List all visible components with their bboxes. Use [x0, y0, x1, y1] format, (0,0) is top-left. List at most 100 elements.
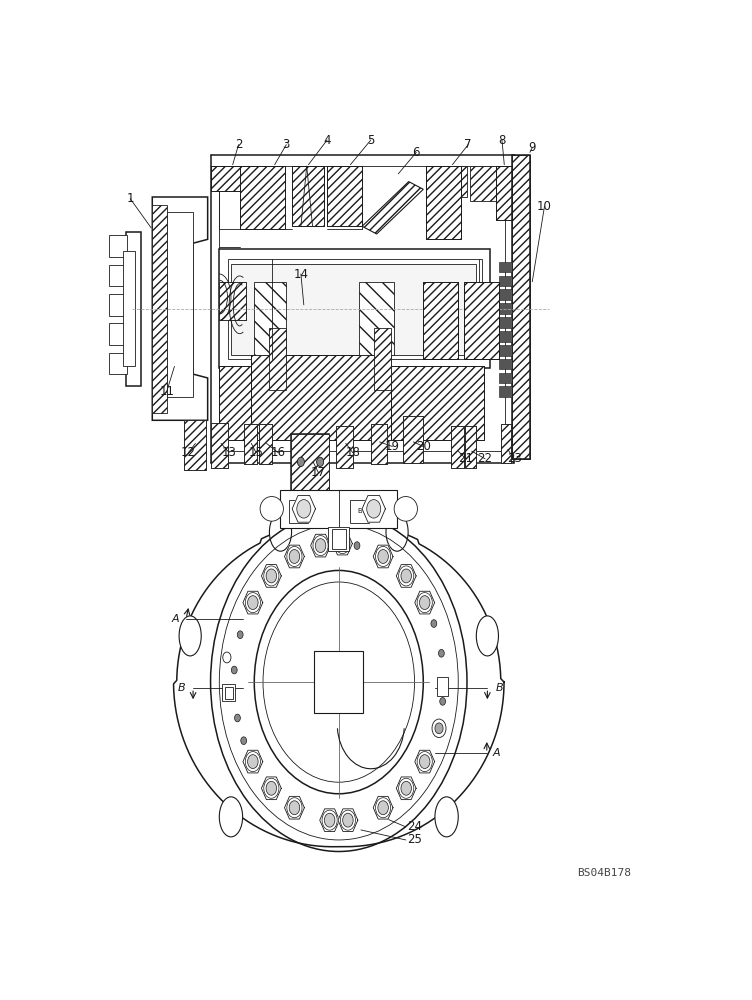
- Bar: [108, 294, 127, 316]
- Bar: [336, 426, 353, 468]
- Text: 16: 16: [271, 446, 286, 459]
- Circle shape: [297, 500, 311, 518]
- Text: B: B: [496, 683, 503, 693]
- Bar: [512, 155, 530, 459]
- Bar: [426, 166, 467, 197]
- Circle shape: [435, 726, 440, 733]
- Bar: [350, 500, 369, 523]
- Circle shape: [290, 801, 300, 815]
- Text: 12: 12: [181, 446, 196, 459]
- Bar: [244, 424, 257, 464]
- Bar: [108, 323, 127, 345]
- Text: 25: 25: [407, 833, 422, 846]
- Bar: [244, 424, 257, 464]
- Polygon shape: [243, 750, 262, 773]
- Circle shape: [247, 596, 258, 610]
- Text: BS04B178: BS04B178: [577, 868, 631, 878]
- Text: B: B: [357, 508, 362, 514]
- Bar: [240, 166, 285, 229]
- Bar: [211, 423, 228, 468]
- Circle shape: [241, 737, 247, 745]
- Bar: [108, 353, 127, 374]
- Circle shape: [266, 781, 277, 795]
- Circle shape: [263, 582, 414, 782]
- Circle shape: [247, 755, 258, 769]
- Bar: [499, 289, 512, 300]
- Circle shape: [420, 596, 430, 610]
- Circle shape: [343, 813, 353, 827]
- Bar: [465, 426, 476, 468]
- Text: 10: 10: [537, 200, 552, 213]
- Bar: [496, 166, 512, 220]
- Polygon shape: [415, 750, 435, 773]
- Text: 1: 1: [126, 192, 134, 205]
- Text: 24: 24: [407, 820, 422, 833]
- Circle shape: [401, 781, 411, 795]
- Bar: [423, 282, 458, 359]
- Polygon shape: [373, 545, 393, 568]
- Text: 7: 7: [465, 138, 472, 151]
- Polygon shape: [332, 532, 353, 555]
- Bar: [220, 366, 251, 440]
- Circle shape: [235, 714, 241, 722]
- Bar: [184, 420, 207, 470]
- Bar: [290, 500, 308, 523]
- Bar: [465, 426, 476, 468]
- Ellipse shape: [220, 797, 243, 837]
- Bar: [220, 249, 490, 368]
- Bar: [314, 651, 363, 713]
- Circle shape: [431, 620, 437, 627]
- Text: 11: 11: [159, 385, 174, 398]
- Bar: [225, 687, 232, 699]
- Bar: [499, 303, 512, 314]
- Bar: [499, 331, 512, 342]
- Text: A-A: A-A: [296, 499, 323, 514]
- Bar: [259, 424, 271, 464]
- Bar: [269, 328, 287, 389]
- Polygon shape: [396, 777, 416, 800]
- Bar: [336, 426, 353, 468]
- Text: 9: 9: [529, 141, 536, 154]
- Text: 23: 23: [507, 452, 522, 465]
- Bar: [403, 416, 423, 463]
- Bar: [499, 359, 512, 369]
- Bar: [391, 366, 484, 440]
- Bar: [231, 264, 476, 355]
- Bar: [451, 426, 464, 468]
- Bar: [126, 232, 141, 386]
- Circle shape: [238, 631, 243, 639]
- Bar: [220, 282, 245, 320]
- Circle shape: [401, 569, 411, 583]
- Text: 18: 18: [345, 446, 360, 459]
- Polygon shape: [362, 496, 386, 522]
- Text: 5: 5: [367, 134, 374, 147]
- Bar: [240, 166, 285, 229]
- Polygon shape: [373, 796, 393, 819]
- Bar: [108, 265, 127, 286]
- Polygon shape: [262, 565, 281, 587]
- Polygon shape: [311, 534, 330, 557]
- Circle shape: [324, 813, 335, 827]
- Text: 20: 20: [416, 440, 431, 453]
- Bar: [291, 434, 329, 490]
- Text: 2: 2: [235, 138, 242, 151]
- Circle shape: [378, 550, 388, 563]
- Bar: [293, 166, 324, 226]
- Bar: [280, 490, 397, 528]
- Bar: [437, 677, 448, 696]
- Bar: [211, 423, 228, 468]
- Bar: [152, 205, 167, 413]
- Bar: [184, 420, 207, 470]
- Bar: [329, 527, 349, 551]
- Circle shape: [367, 500, 381, 518]
- Circle shape: [420, 755, 430, 769]
- Bar: [223, 684, 235, 701]
- Bar: [327, 166, 362, 226]
- Circle shape: [440, 698, 446, 705]
- Bar: [251, 355, 391, 440]
- Circle shape: [315, 539, 326, 553]
- Circle shape: [297, 457, 305, 466]
- Circle shape: [266, 569, 277, 583]
- Circle shape: [254, 570, 423, 794]
- Bar: [499, 386, 512, 397]
